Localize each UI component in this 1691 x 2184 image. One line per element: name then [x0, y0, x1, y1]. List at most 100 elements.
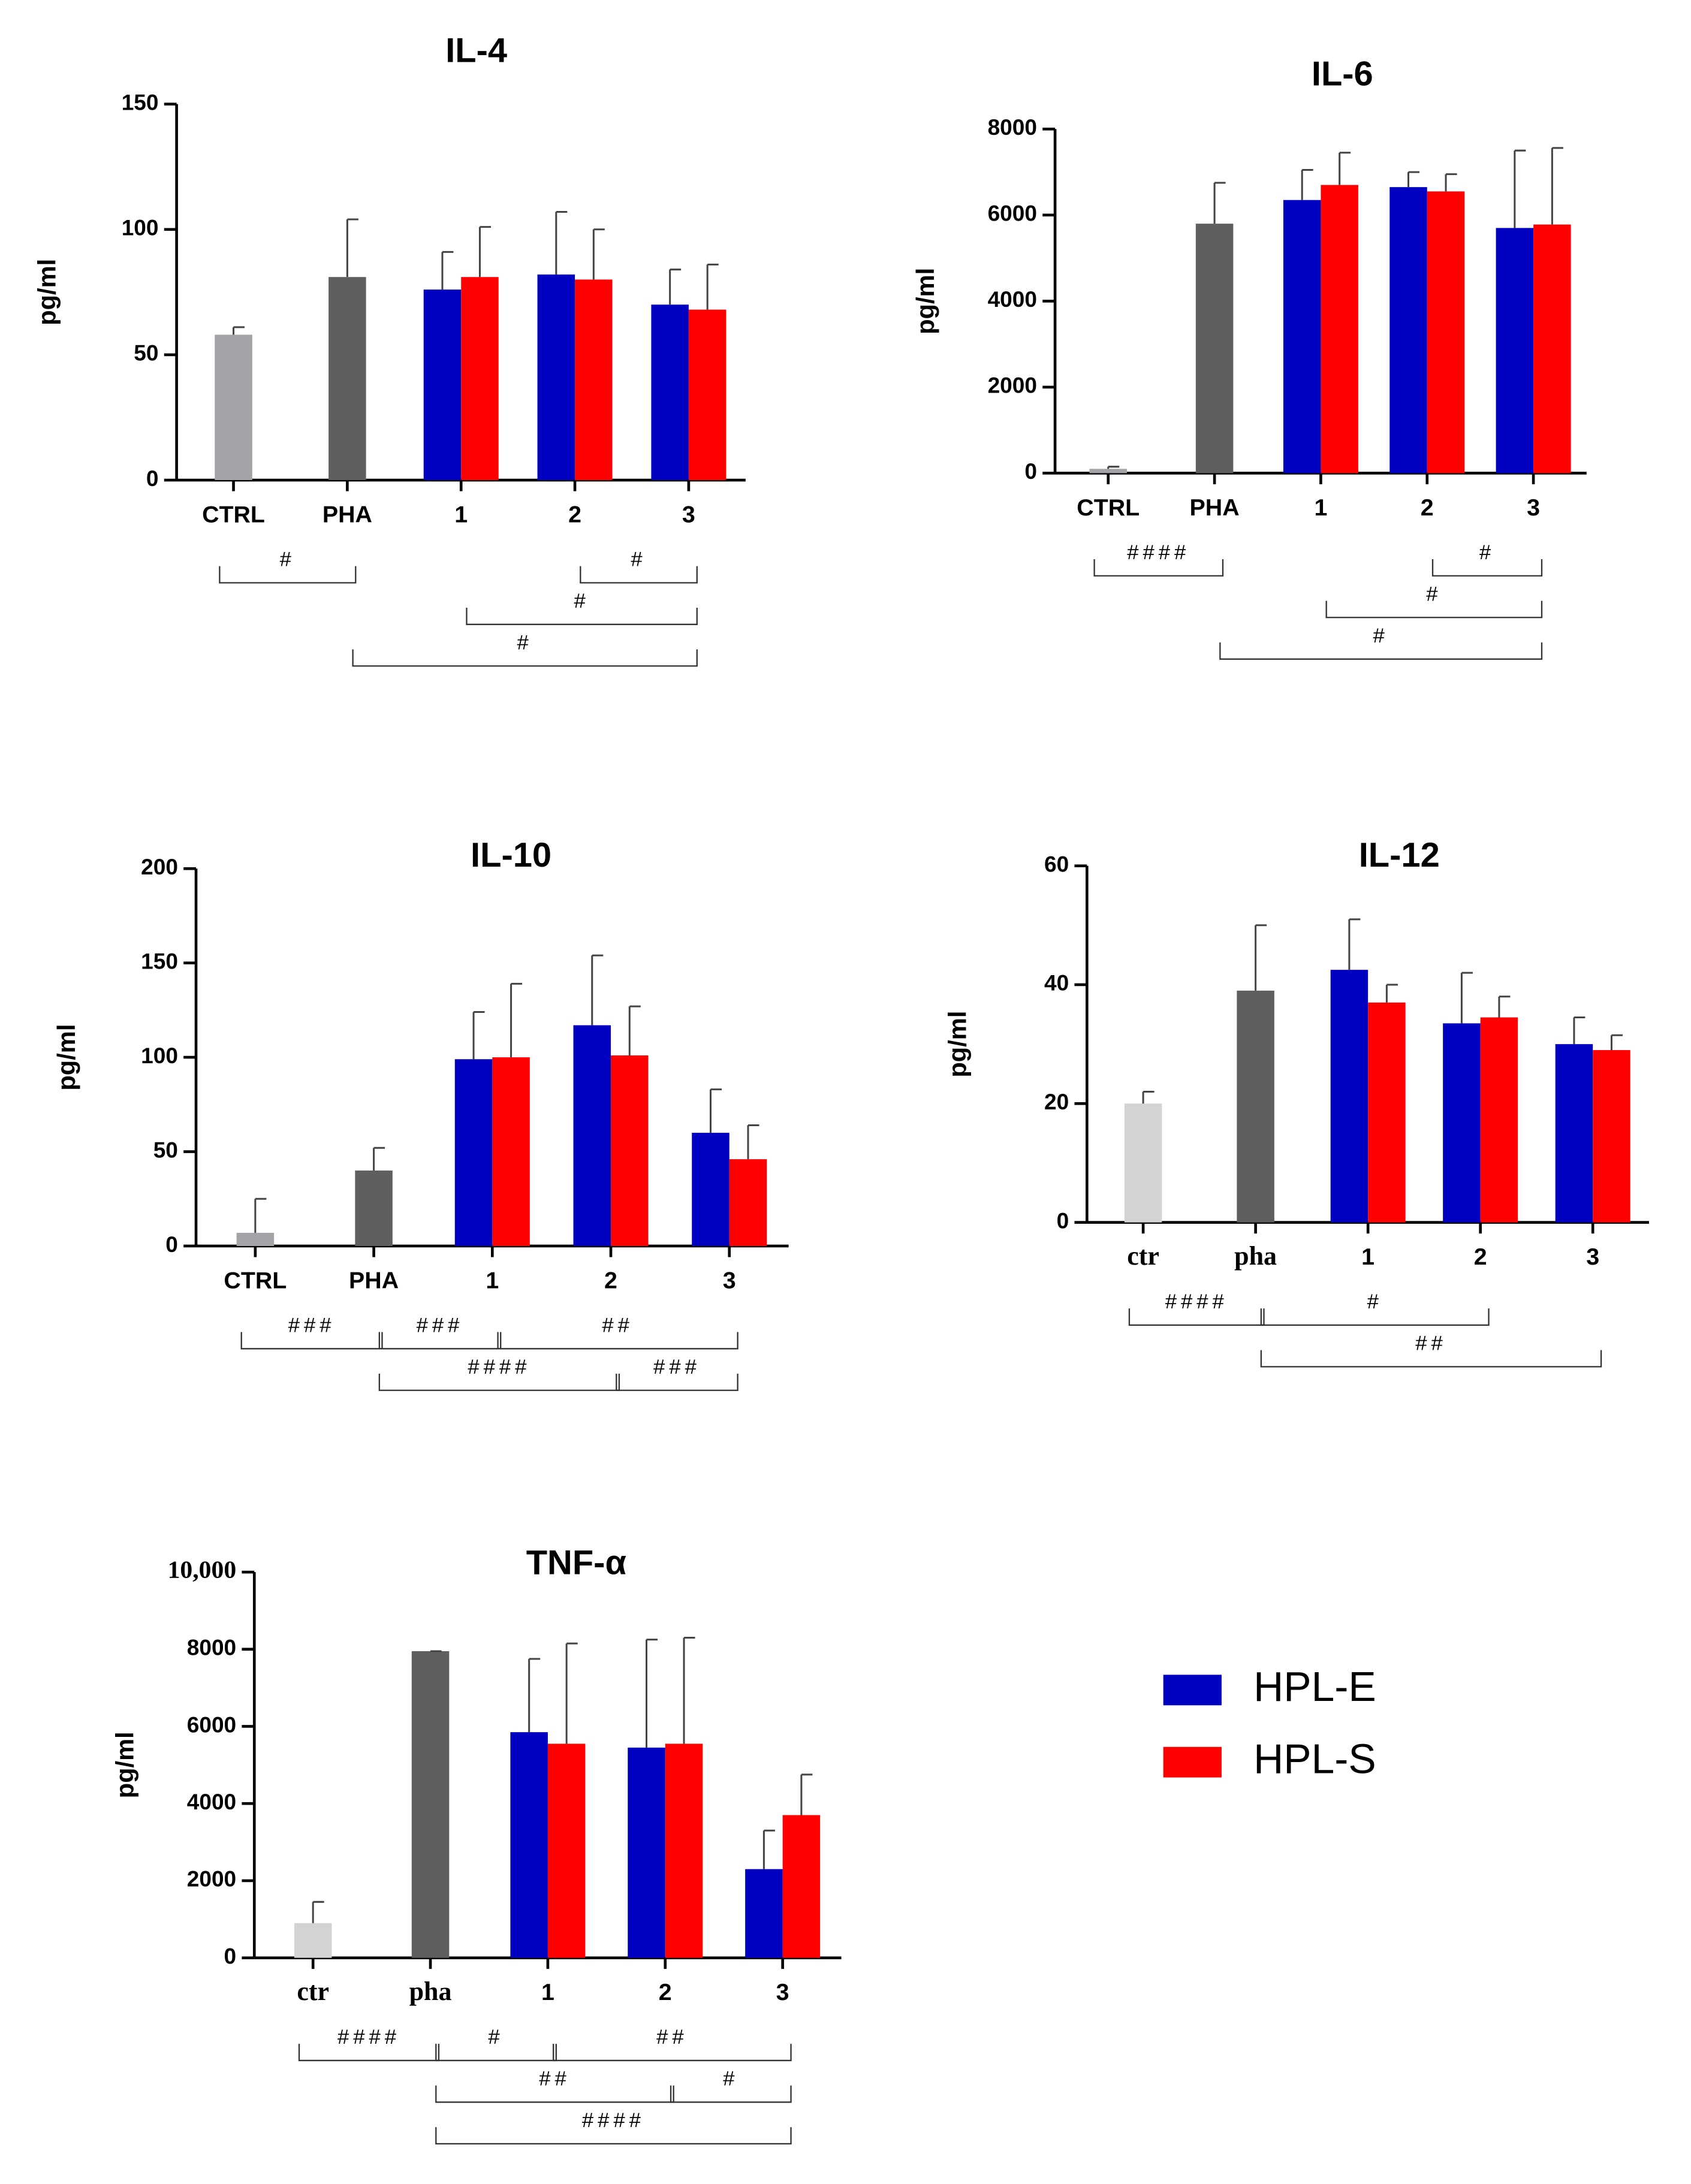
bar — [411, 1651, 450, 1958]
legend-label: HPL-E — [1253, 1663, 1376, 1710]
bar — [492, 1057, 530, 1246]
bar — [355, 1171, 393, 1246]
significance-bracket — [466, 608, 698, 625]
significance-bracket — [553, 2044, 792, 2062]
x-tick-label: 3 — [682, 502, 695, 528]
bar — [651, 304, 689, 481]
x-tick-label: PHA — [349, 1268, 399, 1294]
significance-bracket — [240, 1332, 383, 1350]
y-tick-label: 2000 — [988, 373, 1037, 398]
bar — [1089, 469, 1128, 473]
x-tick-label: 1 — [486, 1268, 499, 1294]
significance-label: ## — [602, 1314, 634, 1337]
significance-bracket — [1260, 1350, 1602, 1368]
significance-bracket — [1128, 1308, 1265, 1326]
significance-label: # — [1373, 625, 1389, 647]
y-axis-label: pg/ml — [33, 259, 61, 325]
x-tick-label: pha — [1234, 1241, 1277, 1271]
significance-label: ### — [417, 1314, 464, 1337]
bar — [328, 277, 366, 481]
bar — [215, 334, 252, 481]
x-tick-label: 3 — [1586, 1244, 1599, 1270]
significance-bracket — [378, 1332, 502, 1350]
bar — [294, 1923, 332, 1958]
y-tick-label: 0 — [146, 466, 159, 491]
significance-bracket — [298, 2044, 440, 2062]
bar — [1283, 200, 1321, 473]
significance-label: ## — [539, 2068, 571, 2091]
chart-title: IL-10 — [471, 836, 551, 874]
y-tick-label: 0 — [224, 1943, 237, 1968]
x-tick-label: 3 — [1527, 494, 1540, 521]
bar — [573, 1025, 611, 1246]
y-tick-label: 40 — [1044, 970, 1069, 996]
significance-bracket — [435, 2127, 792, 2145]
y-tick-label: 200 — [141, 854, 178, 879]
bar — [665, 1743, 703, 1958]
significance-bracket — [616, 1373, 739, 1391]
x-tick-label: 2 — [1474, 1244, 1487, 1270]
y-tick-label: 8000 — [988, 114, 1037, 140]
significance-label: ## — [1415, 1332, 1447, 1355]
y-tick-label: 20 — [1044, 1089, 1069, 1114]
bar — [1593, 1050, 1630, 1223]
bar — [1124, 1103, 1162, 1223]
y-tick-label: 8000 — [187, 1635, 236, 1660]
significance-bracket — [1260, 1308, 1490, 1326]
y-tick-label: 2000 — [187, 1866, 236, 1892]
y-tick-label: 60 — [1044, 851, 1069, 876]
significance-label: #### — [468, 1356, 530, 1378]
bar — [1427, 191, 1465, 473]
x-tick-label: 2 — [604, 1268, 617, 1294]
y-tick-label: 150 — [122, 89, 159, 114]
chart-title: IL-12 — [1359, 836, 1440, 874]
bar — [1321, 185, 1358, 473]
x-tick-label: 1 — [454, 502, 468, 528]
significance-bracket — [1431, 559, 1543, 577]
legend-label: HPL-S — [1253, 1736, 1376, 1782]
significance-bracket — [497, 1332, 739, 1350]
significance-bracket — [378, 1373, 620, 1391]
bar — [692, 1133, 730, 1246]
bar — [575, 279, 613, 481]
x-tick-label: PHA — [322, 502, 372, 528]
y-axis-label: pg/ml — [110, 1731, 138, 1798]
significance-label: # — [1479, 541, 1495, 564]
x-tick-label: PHA — [1190, 494, 1240, 521]
significance-bracket — [435, 2044, 557, 2062]
y-tick-label: 6000 — [988, 201, 1037, 226]
bar — [782, 1815, 821, 1958]
y-tick-label: 100 — [122, 215, 159, 240]
significance-bracket — [1325, 601, 1543, 619]
significance-label: # — [1426, 583, 1442, 605]
bar — [1195, 224, 1234, 473]
bar — [1237, 990, 1274, 1223]
chart-title: IL-6 — [1312, 55, 1373, 93]
bar — [628, 1747, 665, 1958]
x-tick-label: 3 — [776, 1979, 789, 2005]
significance-label: # — [574, 590, 589, 613]
bar — [1330, 970, 1369, 1223]
y-axis-label: pg/ml — [52, 1024, 80, 1091]
significance-label: # — [1367, 1290, 1383, 1313]
bar — [423, 289, 462, 481]
x-tick-label: 1 — [1314, 494, 1327, 521]
x-tick-label: pha — [409, 1977, 452, 2006]
y-tick-label: 150 — [141, 948, 178, 973]
significance-label: # — [488, 2026, 504, 2049]
significance-label: #### — [1127, 541, 1190, 564]
significance-bracket — [1093, 559, 1224, 577]
y-tick-label: 4000 — [187, 1789, 236, 1814]
x-tick-label: CTRL — [202, 502, 265, 528]
y-axis-label: pg/ml — [943, 1011, 971, 1078]
bar — [745, 1869, 783, 1958]
y-tick-label: 10,000 — [168, 1556, 237, 1584]
significance-bracket — [219, 566, 357, 584]
bar — [537, 274, 575, 481]
bar — [688, 309, 727, 481]
bar — [1496, 228, 1534, 473]
